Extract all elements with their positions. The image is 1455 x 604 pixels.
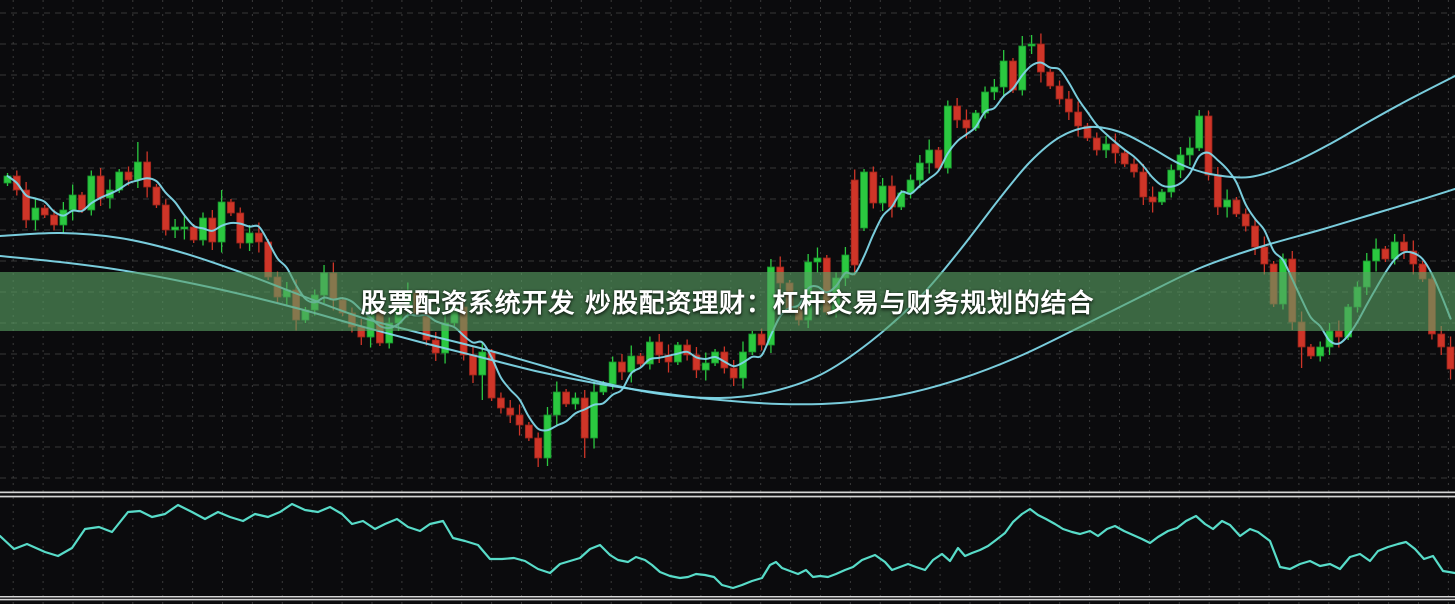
candles-layer — [3, 33, 1455, 467]
panel-dividers — [0, 491, 1455, 601]
ma-fast — [6, 61, 1452, 432]
oscillator-layer — [0, 502, 1455, 590]
ma-lines-layer — [0, 61, 1455, 432]
oscillator-line — [0, 502, 1455, 590]
